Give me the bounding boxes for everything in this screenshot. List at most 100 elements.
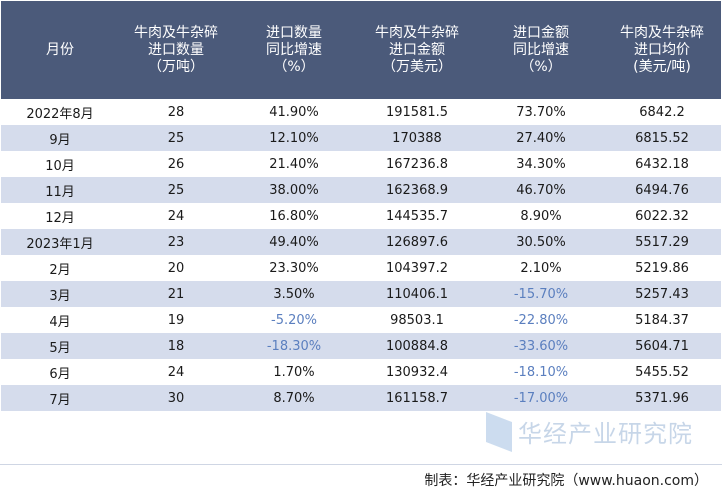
- value-cell: 30.50%: [479, 229, 603, 255]
- month-cell: 2022年8月: [1, 99, 119, 125]
- column-header-line: (美元/吨): [633, 58, 691, 75]
- value-cell: 30: [119, 385, 233, 411]
- column-header-line: 进口金额: [389, 41, 445, 58]
- month-cell: 2023年1月: [1, 229, 119, 255]
- table-row: 10月 26 21.40% 167236.8 34.30% 6432.18: [1, 151, 721, 177]
- value-cell: 23: [119, 229, 233, 255]
- watermark-logo: 华经产业研究院: [486, 410, 706, 454]
- column-header-line: 牛肉及牛杂碎: [375, 24, 459, 41]
- value-cell: 5517.29: [603, 229, 721, 255]
- month-cell: 11月: [1, 177, 119, 203]
- table-header-row: 月份 牛肉及牛杂碎 进口数量 （万吨） 进口数量 同比增速 （%） 牛肉及牛杂碎 进口金额 （万美…: [1, 1, 721, 99]
- column-header-line: （万美元）: [382, 58, 452, 75]
- value-cell: 2.10%: [479, 255, 603, 281]
- column-header-line: 进口数量: [266, 24, 322, 41]
- value-cell: 6842.2: [603, 99, 721, 125]
- value-cell: 34.30%: [479, 151, 603, 177]
- value-cell: 25: [119, 177, 233, 203]
- month-cell: 3月: [1, 281, 119, 307]
- value-cell: 24: [119, 359, 233, 385]
- value-cell: 126897.6: [355, 229, 479, 255]
- value-cell: 26: [119, 151, 233, 177]
- month-cell: 5月: [1, 333, 119, 359]
- value-cell: -15.70%: [479, 281, 603, 307]
- value-cell: 16.80%: [233, 203, 355, 229]
- value-cell: 6494.76: [603, 177, 721, 203]
- column-header-line: （%）: [273, 58, 315, 75]
- table-row: 9月 25 12.10% 170388 27.40% 6815.52: [1, 125, 721, 151]
- value-cell: 110406.1: [355, 281, 479, 307]
- value-cell: 5257.43: [603, 281, 721, 307]
- column-header: 进口金额 同比增速 （%）: [479, 1, 603, 99]
- table-row: 2022年8月 28 41.90% 191581.5 73.70% 6842.2: [1, 99, 721, 125]
- value-cell: 162368.9: [355, 177, 479, 203]
- column-header: 牛肉及牛杂碎 进口均价 (美元/吨): [603, 1, 721, 99]
- month-cell: 12月: [1, 203, 119, 229]
- column-header-line: 进口金额: [513, 24, 569, 41]
- data-table-container: 月份 牛肉及牛杂碎 进口数量 （万吨） 进口数量 同比增速 （%） 牛肉及牛杂碎 进口金额 （万美…: [1, 1, 721, 411]
- value-cell: 46.70%: [479, 177, 603, 203]
- month-cell: 10月: [1, 151, 119, 177]
- column-header: 月份: [1, 1, 119, 99]
- column-header: 牛肉及牛杂碎 进口金额 （万美元）: [355, 1, 479, 99]
- value-cell: 21: [119, 281, 233, 307]
- value-cell: 19: [119, 307, 233, 333]
- value-cell: 98503.1: [355, 307, 479, 333]
- value-cell: -5.20%: [233, 307, 355, 333]
- value-cell: 5371.96: [603, 385, 721, 411]
- value-cell: 1.70%: [233, 359, 355, 385]
- value-cell: -17.00%: [479, 385, 603, 411]
- value-cell: 18: [119, 333, 233, 359]
- value-cell: 28: [119, 99, 233, 125]
- column-header-line: 月份: [46, 41, 74, 58]
- column-header-line: 同比增速: [513, 41, 569, 58]
- value-cell: 191581.5: [355, 99, 479, 125]
- value-cell: 3.50%: [233, 281, 355, 307]
- column-header-line: 同比增速: [266, 41, 322, 58]
- table-row: 7月 30 8.70% 161158.7 -17.00% 5371.96: [1, 385, 721, 411]
- table-row: 2月 20 23.30% 104397.2 2.10% 5219.86: [1, 255, 721, 281]
- month-cell: 7月: [1, 385, 119, 411]
- column-header-line: 牛肉及牛杂碎: [134, 24, 218, 41]
- value-cell: 167236.8: [355, 151, 479, 177]
- column-header-line: 牛肉及牛杂碎: [620, 24, 704, 41]
- value-cell: 25: [119, 125, 233, 151]
- value-cell: 49.40%: [233, 229, 355, 255]
- value-cell: -33.60%: [479, 333, 603, 359]
- value-cell: 8.90%: [479, 203, 603, 229]
- value-cell: -22.80%: [479, 307, 603, 333]
- value-cell: 23.30%: [233, 255, 355, 281]
- column-header-line: 进口均价: [634, 41, 690, 58]
- column-header-line: （%）: [520, 58, 562, 75]
- table-row: 6月 24 1.70% 130932.4 -18.10% 5455.52: [1, 359, 721, 385]
- value-cell: 104397.2: [355, 255, 479, 281]
- value-cell: 5604.71: [603, 333, 721, 359]
- value-cell: 170388: [355, 125, 479, 151]
- table-row: 12月 24 16.80% 144535.7 8.90% 6022.32: [1, 203, 721, 229]
- month-cell: 9月: [1, 125, 119, 151]
- month-cell: 6月: [1, 359, 119, 385]
- value-cell: 6432.18: [603, 151, 721, 177]
- value-cell: 38.00%: [233, 177, 355, 203]
- value-cell: 12.10%: [233, 125, 355, 151]
- watermark-text: 华经产业研究院: [518, 420, 693, 448]
- table-row: 3月 21 3.50% 110406.1 -15.70% 5257.43: [1, 281, 721, 307]
- source-text: 制表：华经产业研究院（www.huaon.com）: [424, 473, 708, 489]
- value-cell: 21.40%: [233, 151, 355, 177]
- beef-import-table: 月份 牛肉及牛杂碎 进口数量 （万吨） 进口数量 同比增速 （%） 牛肉及牛杂碎 进口金额 （万美…: [1, 1, 721, 411]
- value-cell: -18.10%: [479, 359, 603, 385]
- table-body: 2022年8月 28 41.90% 191581.5 73.70% 6842.2 9月 25 1…: [1, 99, 721, 411]
- value-cell: 73.70%: [479, 99, 603, 125]
- value-cell: 161158.7: [355, 385, 479, 411]
- value-cell: 6022.32: [603, 203, 721, 229]
- column-header: 进口数量 同比增速 （%）: [233, 1, 355, 99]
- source-footer: 制表：华经产业研究院（www.huaon.com）: [0, 464, 722, 493]
- value-cell: 24: [119, 203, 233, 229]
- value-cell: 100884.8: [355, 333, 479, 359]
- value-cell: 20: [119, 255, 233, 281]
- month-cell: 4月: [1, 307, 119, 333]
- value-cell: 5455.52: [603, 359, 721, 385]
- value-cell: 8.70%: [233, 385, 355, 411]
- table-row: 11月 25 38.00% 162368.9 46.70% 6494.76: [1, 177, 721, 203]
- value-cell: 41.90%: [233, 99, 355, 125]
